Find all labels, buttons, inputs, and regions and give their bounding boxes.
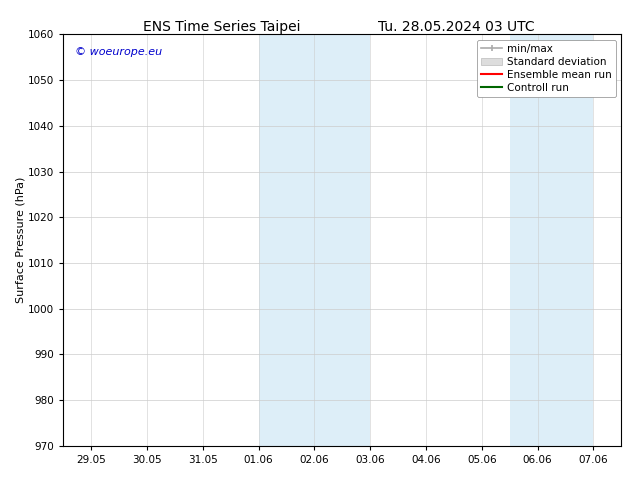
Y-axis label: Surface Pressure (hPa): Surface Pressure (hPa) [15,177,25,303]
Bar [510,34,593,446]
Bar [259,34,370,446]
Text: © woeurope.eu: © woeurope.eu [75,47,162,57]
Legend: min/max, Standard deviation, Ensemble mean run, Controll run: min/max, Standard deviation, Ensemble me… [477,40,616,97]
Text: ENS Time Series Taipei: ENS Time Series Taipei [143,20,301,34]
Text: Tu. 28.05.2024 03 UTC: Tu. 28.05.2024 03 UTC [378,20,535,34]
